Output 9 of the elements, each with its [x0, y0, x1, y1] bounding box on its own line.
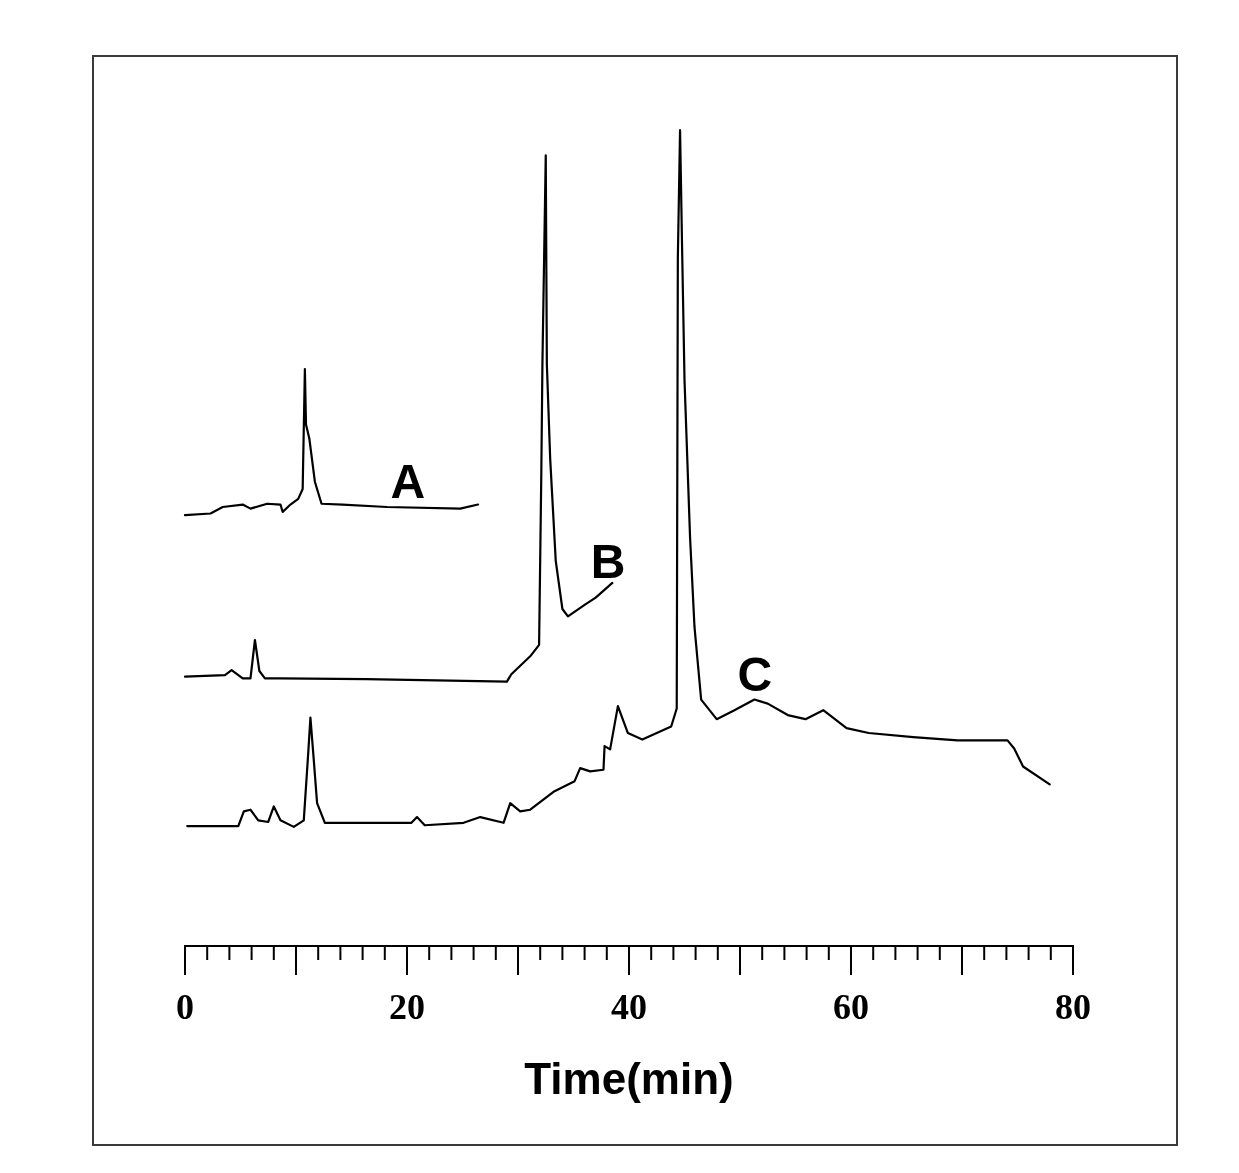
x-tick-label: 80 — [1055, 986, 1091, 1027]
x-tick-label: 20 — [389, 986, 425, 1027]
x-tick-label: 40 — [611, 986, 647, 1027]
series-label: A — [390, 455, 426, 509]
x-tick-label: 0 — [176, 986, 194, 1027]
series-label: B — [590, 534, 626, 588]
x-tick-label: 60 — [833, 986, 869, 1027]
series-label: C — [737, 647, 773, 701]
x-axis-title: Time(min) — [524, 1053, 734, 1103]
